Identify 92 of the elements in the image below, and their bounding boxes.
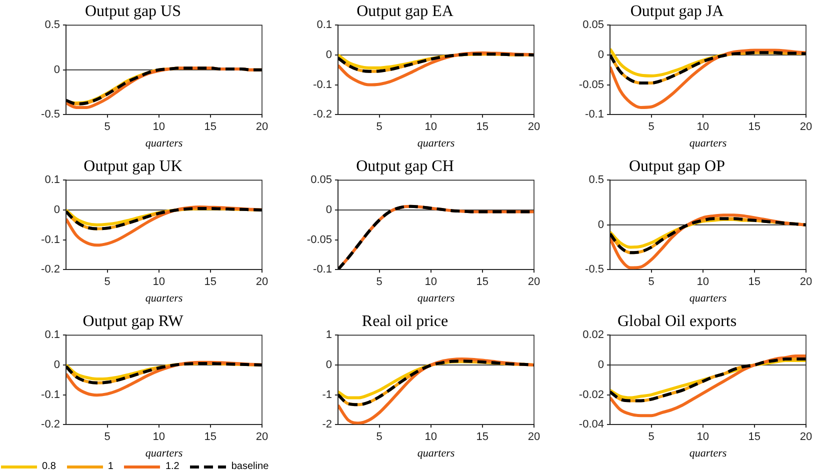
y-tick-label: 0 (598, 49, 604, 62)
x-axis-title: quarters (417, 137, 455, 150)
y-tick-label: -0.2 (41, 418, 60, 431)
x-tick-label: 15 (476, 121, 489, 134)
x-tick-label: 10 (424, 121, 437, 134)
y-tick-label: 0.5 (44, 19, 60, 32)
y-tick-label: 0 (326, 49, 332, 62)
x-tick-label: 20 (256, 276, 268, 288)
x-tick-label: 10 (696, 276, 709, 288)
y-tick-label: -0.05 (306, 234, 332, 246)
x-tick-label: 10 (424, 276, 437, 288)
legend-label: 1 (108, 461, 114, 472)
y-tick-label: -0.2 (41, 264, 60, 276)
y-tick-label: -0.1 (313, 78, 332, 91)
chart-title: Output gap EA (356, 2, 454, 20)
x-tick-label: 5 (648, 431, 654, 444)
y-tick-label: -0.2 (313, 108, 332, 121)
x-tick-label: 20 (528, 121, 540, 134)
x-tick-label: 20 (256, 121, 268, 134)
chart-title: Global Oil exports (617, 312, 737, 330)
x-tick-label: 10 (696, 121, 709, 134)
y-tick-label: 0.05 (310, 174, 332, 186)
x-tick-label: 15 (204, 121, 217, 134)
legend-label: baseline (231, 461, 269, 472)
y-tick-label: -0.1 (41, 234, 60, 246)
x-tick-label: 5 (104, 121, 110, 134)
x-tick-label: 20 (528, 431, 540, 444)
x-tick-label: 10 (152, 276, 165, 288)
y-tick-label: 0 (598, 359, 604, 372)
y-tick-label: 0.1 (316, 19, 332, 32)
x-tick-label: 5 (648, 276, 654, 288)
y-tick-label: 0 (54, 359, 60, 372)
y-tick-label: -0.02 (578, 388, 604, 401)
y-tick-label: -0.1 (313, 264, 332, 276)
x-tick-label: 10 (696, 431, 709, 444)
x-tick-label: 15 (476, 276, 489, 288)
chart-title: Output gap JA (630, 2, 724, 20)
y-tick-label: 1 (326, 329, 332, 342)
y-tick-label: -0.05 (578, 78, 604, 91)
x-tick-label: 5 (104, 431, 110, 444)
x-tick-label: 5 (376, 276, 382, 288)
chart-title: Output gap US (85, 2, 181, 20)
x-tick-label: 5 (376, 431, 382, 444)
x-axis-title: quarters (145, 292, 183, 304)
chart-title: Output gap UK (84, 158, 183, 175)
y-tick-label: 0 (326, 204, 332, 216)
chart-title: Output gap RW (82, 312, 184, 330)
y-tick-label: -2 (322, 418, 332, 431)
chart-title: Real oil price (362, 312, 448, 330)
y-tick-label: -0.5 (585, 264, 604, 276)
x-axis-title: quarters (689, 447, 727, 460)
y-tick-label: 0.05 (582, 19, 604, 32)
x-tick-label: 5 (648, 121, 654, 134)
x-tick-label: 20 (800, 276, 812, 288)
x-axis-title: quarters (145, 137, 183, 150)
y-tick-label: 0.5 (588, 174, 604, 186)
y-tick-label: 0.02 (582, 329, 604, 342)
x-tick-label: 15 (748, 276, 761, 288)
legend-label: 0.8 (42, 461, 56, 472)
y-tick-label: -0.1 (585, 108, 604, 121)
y-tick-label: 0 (598, 218, 604, 231)
x-tick-label: 5 (376, 121, 382, 134)
x-tick-label: 20 (800, 121, 812, 134)
x-axis-title: quarters (145, 447, 183, 460)
y-tick-label: -0.04 (578, 418, 604, 431)
x-tick-label: 15 (476, 431, 489, 444)
x-tick-label: 20 (528, 276, 540, 288)
y-tick-label: -0.1 (41, 388, 60, 401)
x-tick-label: 10 (152, 431, 165, 444)
chart-title: Output gap OP (629, 158, 726, 175)
x-axis-title: quarters (417, 292, 455, 304)
x-axis-title: quarters (689, 137, 727, 150)
y-tick-label: 0 (54, 64, 60, 76)
chart-title: Output gap CH (356, 158, 454, 175)
y-tick-label: -1 (322, 388, 332, 401)
y-tick-label: 0 (326, 359, 332, 372)
x-axis-title: quarters (417, 447, 455, 460)
x-tick-label: 15 (748, 121, 761, 134)
x-tick-label: 20 (800, 431, 812, 444)
x-tick-label: 10 (152, 121, 165, 134)
x-tick-label: 20 (256, 431, 268, 444)
x-tick-label: 15 (204, 276, 217, 288)
y-tick-label: 0.1 (44, 174, 60, 186)
x-axis-title: quarters (689, 292, 727, 304)
y-tick-label: -0.5 (41, 108, 60, 121)
y-tick-label: 0.1 (44, 329, 60, 342)
x-tick-label: 10 (424, 431, 437, 444)
x-tick-label: 15 (204, 431, 217, 444)
x-tick-label: 15 (748, 431, 761, 444)
x-tick-label: 5 (104, 276, 110, 288)
legend-label: 1.2 (165, 461, 180, 472)
y-tick-label: 0 (54, 204, 60, 216)
